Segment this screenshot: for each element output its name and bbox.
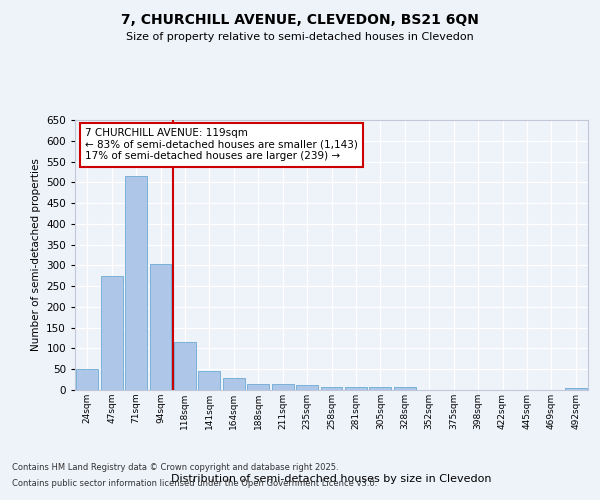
Text: 7 CHURCHILL AVENUE: 119sqm
← 83% of semi-detached houses are smaller (1,143)
17%: 7 CHURCHILL AVENUE: 119sqm ← 83% of semi… bbox=[85, 128, 358, 162]
Bar bbox=[296, 384, 318, 390]
Text: Contains public sector information licensed under the Open Government Licence v3: Contains public sector information licen… bbox=[12, 478, 377, 488]
Bar bbox=[101, 276, 122, 390]
Bar bbox=[149, 264, 172, 390]
Bar bbox=[370, 386, 391, 390]
Bar bbox=[565, 388, 587, 390]
Bar bbox=[394, 387, 416, 390]
Bar bbox=[223, 378, 245, 390]
Text: 7, CHURCHILL AVENUE, CLEVEDON, BS21 6QN: 7, CHURCHILL AVENUE, CLEVEDON, BS21 6QN bbox=[121, 12, 479, 26]
Bar bbox=[199, 372, 220, 390]
Text: Size of property relative to semi-detached houses in Clevedon: Size of property relative to semi-detach… bbox=[126, 32, 474, 42]
Bar bbox=[272, 384, 293, 390]
Bar bbox=[320, 386, 343, 390]
Bar bbox=[247, 384, 269, 390]
Bar bbox=[345, 386, 367, 390]
Bar bbox=[174, 342, 196, 390]
Bar bbox=[76, 369, 98, 390]
X-axis label: Distribution of semi-detached houses by size in Clevedon: Distribution of semi-detached houses by … bbox=[171, 474, 492, 484]
Bar bbox=[125, 176, 147, 390]
Y-axis label: Number of semi-detached properties: Number of semi-detached properties bbox=[31, 158, 41, 352]
Text: Contains HM Land Registry data © Crown copyright and database right 2025.: Contains HM Land Registry data © Crown c… bbox=[12, 464, 338, 472]
